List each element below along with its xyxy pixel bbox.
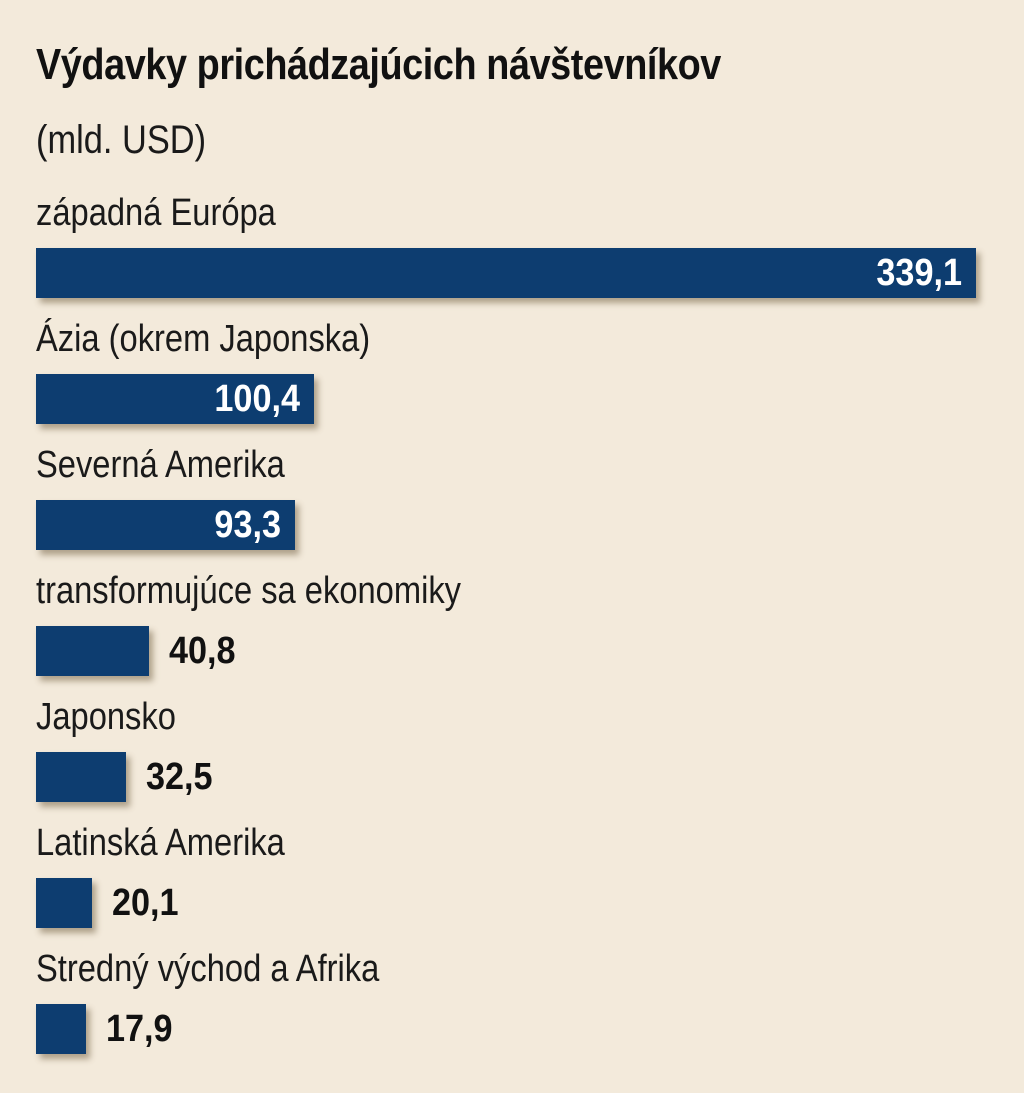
bar	[36, 878, 92, 928]
bar	[36, 374, 314, 424]
chart-subtitle: (mld. USD)	[36, 118, 207, 162]
bar	[36, 752, 126, 802]
category-label: západná Európa	[36, 192, 276, 234]
bar	[36, 248, 976, 298]
bar	[36, 626, 149, 676]
chart-title: Výdavky prichádzajúcich návštevníkov	[36, 40, 721, 89]
value-label: 40,8	[169, 630, 236, 672]
value-label: 339,1	[876, 252, 962, 294]
value-label: 93,3	[214, 504, 281, 546]
bar	[36, 1004, 86, 1054]
value-label: 17,9	[106, 1008, 173, 1050]
category-label: Ázia (okrem Japonska)	[36, 318, 371, 360]
category-label: transformujúce sa ekonomiky	[36, 570, 462, 612]
value-label: 20,1	[112, 882, 179, 924]
category-label: Latinská Amerika	[36, 822, 285, 864]
value-label: 100,4	[214, 378, 300, 420]
category-label: Severná Amerika	[36, 444, 285, 486]
value-label: 32,5	[146, 756, 213, 798]
category-label: Stredný východ a Afrika	[36, 948, 380, 990]
bar	[36, 500, 295, 550]
category-label: Japonsko	[36, 696, 176, 738]
